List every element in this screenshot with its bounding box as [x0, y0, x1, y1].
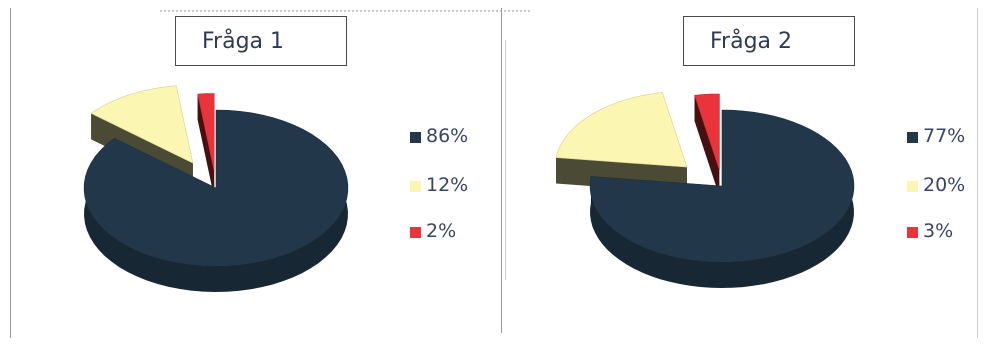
pie-slice-dark: [589, 109, 855, 263]
legend-item: 3%: [907, 219, 953, 243]
legend-item: 12%: [410, 173, 468, 197]
pie-slice-red-wall: [197, 94, 215, 198]
legend-item: 20%: [907, 173, 965, 197]
right-border: [977, 8, 978, 338]
legend-swatch-dark: [410, 132, 421, 143]
legend-label: 3%: [923, 220, 954, 242]
legend-label: 20%: [923, 174, 966, 196]
legend-label: 12%: [426, 174, 469, 196]
legend-swatch-yellow: [907, 181, 918, 192]
legend-item: 86%: [410, 124, 468, 148]
pie-chart-2-graphic: [555, 92, 855, 288]
middle-divider: [501, 8, 502, 333]
pie-slice-red: [694, 93, 720, 171]
legend-swatch-red: [907, 227, 918, 238]
chart-title: Fråga 1: [175, 16, 347, 66]
pie-slice-dark: [83, 109, 349, 267]
legend-swatch-red: [410, 227, 421, 238]
middle-divider-faint: [505, 40, 506, 280]
pie-chart-1-graphic: [83, 85, 349, 292]
legend-swatch-dark: [907, 132, 918, 143]
pie-slice-red: [197, 93, 215, 172]
pie-chart-fraga-1: Fråga 1 86% 12% 2%: [0, 0, 480, 345]
pie-slice-yellow: [90, 85, 194, 164]
legend-label: 2%: [426, 220, 457, 242]
legend-item: 77%: [907, 124, 965, 148]
left-border: [10, 8, 11, 338]
top-dotted-divider: [160, 10, 530, 12]
pie-chart-fraga-2: Fråga 2 77% 20% 3%: [500, 0, 980, 345]
legend-label: 86%: [426, 125, 469, 147]
legend-swatch-yellow: [410, 181, 421, 192]
pie-slice-yellow: [555, 92, 688, 168]
pie-slice-red-wall: [694, 95, 720, 196]
legend-label: 77%: [923, 125, 966, 147]
chart-title: Fråga 2: [683, 16, 855, 66]
legend-item: 2%: [410, 219, 456, 243]
